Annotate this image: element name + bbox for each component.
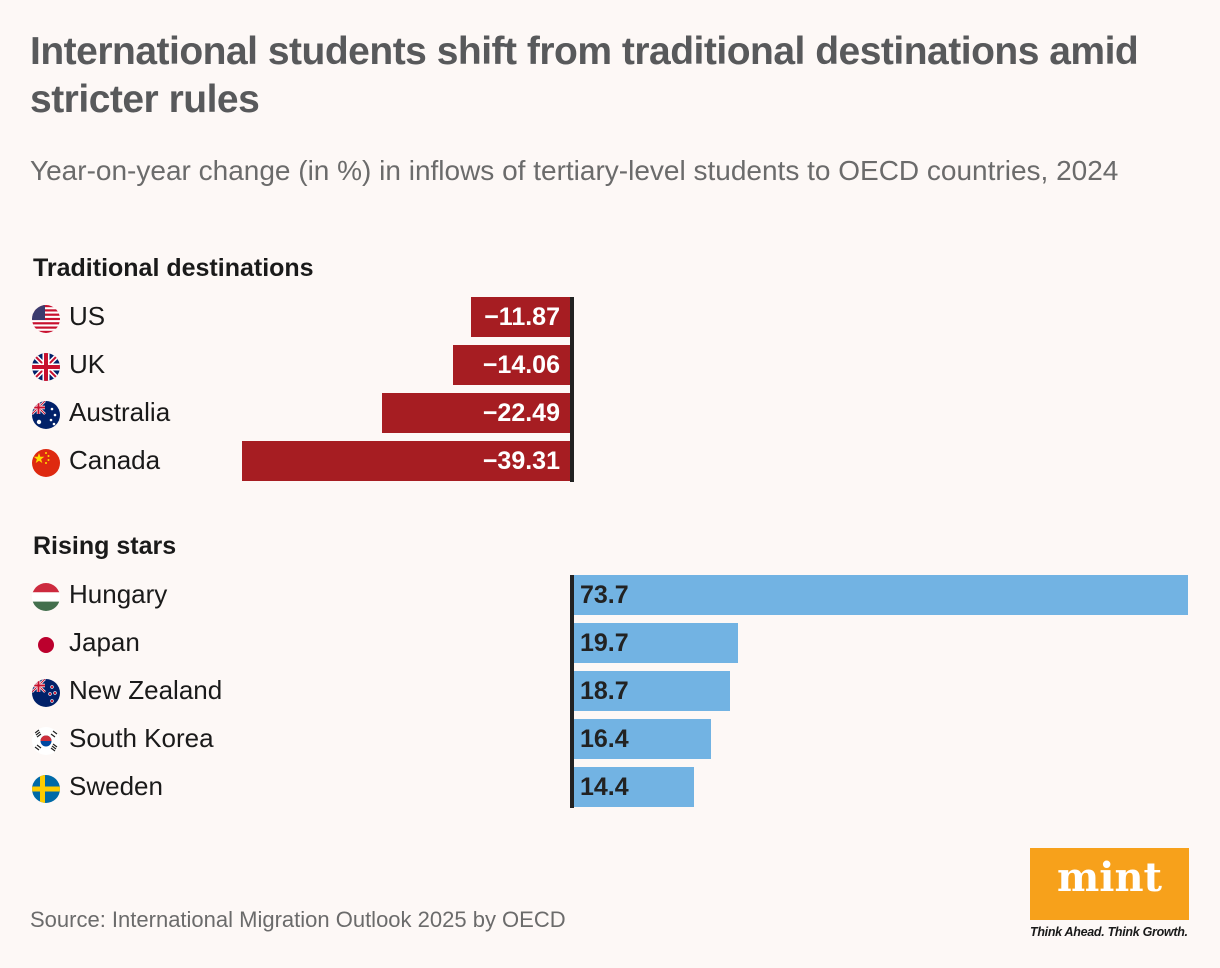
south-korea-flag-icon: [32, 727, 60, 755]
bar-value-label: 16.4: [580, 725, 629, 753]
bar-row: Canada −39.31: [0, 441, 1220, 481]
us-flag-icon: [32, 305, 60, 333]
tagline: Think Ahead. Think Growth.: [1030, 925, 1188, 939]
bar-value-label: −22.49: [482, 399, 560, 427]
new-zealand-flag-icon: [32, 679, 60, 707]
bar: [574, 623, 739, 663]
bar-row: US −11.87: [0, 297, 1220, 337]
bar-row: Australia −22.49: [0, 393, 1220, 433]
country-label: Australia: [69, 397, 171, 427]
chart-subtitle: Year-on-year change (in %) in inflows of…: [30, 155, 1119, 186]
bar: [574, 575, 1188, 615]
australia-flag-icon: [32, 401, 60, 429]
bar: [574, 719, 711, 759]
group-label-traditional: Traditional destinations: [33, 254, 314, 282]
bar-value-label: 18.7: [580, 677, 629, 705]
country-label: Canada: [69, 445, 161, 475]
bar: [452, 345, 570, 385]
bar: [574, 767, 694, 807]
bar: [382, 393, 570, 433]
bar-row: South Korea 16.4: [0, 719, 1220, 759]
bar-value-label: −14.06: [482, 351, 560, 379]
uk-flag-icon: [32, 353, 60, 381]
zero-axis-traditional: [570, 297, 574, 482]
bar-row: Hungary 73.7: [0, 575, 1220, 615]
country-label: UK: [69, 349, 106, 379]
country-label: Sweden: [69, 771, 163, 801]
bar: [470, 297, 570, 337]
bar-row: UK −14.06: [0, 345, 1220, 385]
country-label: New Zealand: [69, 675, 223, 705]
bar-value-label: −11.87: [484, 303, 560, 331]
canada-flag-icon: [32, 449, 60, 477]
chart-title: International students shift from tradit…: [30, 30, 1139, 121]
bar-value-label: −39.31: [482, 447, 560, 475]
bar-row: New Zealand 18.7: [0, 671, 1220, 711]
bar-value-label: 14.4: [580, 773, 629, 801]
mint-logo: mint: [1030, 848, 1189, 920]
source-note: Source: International Migration Outlook …: [30, 907, 566, 932]
zero-axis-rising: [570, 575, 574, 808]
group-label-rising: Rising stars: [33, 532, 177, 560]
bar-value-label: 73.7: [580, 581, 629, 609]
bar-value-label: 19.7: [580, 629, 629, 657]
country-label: Hungary: [69, 579, 168, 609]
bar: [574, 671, 730, 711]
country-label: Japan: [69, 627, 140, 657]
sweden-flag-icon: [32, 775, 60, 803]
japan-flag-icon: [32, 631, 60, 659]
country-label: US: [69, 301, 106, 331]
bar-row: Sweden 14.4: [0, 767, 1220, 807]
hungary-flag-icon: [32, 583, 60, 611]
country-label: South Korea: [69, 723, 214, 753]
logo-text: mint: [1056, 854, 1163, 901]
bar-row: Japan 19.7: [0, 623, 1220, 663]
bar: [242, 441, 570, 481]
